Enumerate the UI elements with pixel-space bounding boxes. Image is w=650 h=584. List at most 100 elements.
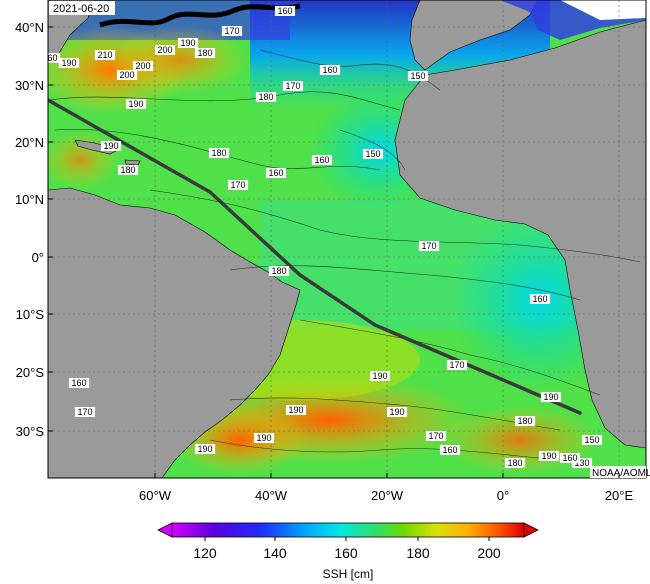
contour-label-bg — [538, 451, 560, 461]
contour-label-bg — [285, 405, 307, 415]
colorbar-tick-label: 160 — [334, 545, 358, 561]
contour-label-bg — [117, 165, 139, 175]
lat-tick-label: 10°N — [15, 192, 44, 207]
colorbar: 120 140 160 180 200 SSH [cm] — [157, 522, 539, 581]
contour-label-bg — [274, 6, 296, 16]
date-label: 2021-06-20 — [53, 3, 109, 15]
contour-label-bg — [132, 61, 154, 71]
contour-label-bg — [319, 65, 341, 75]
contour-label: 180 — [507, 458, 522, 468]
contour-label: 190 — [372, 371, 387, 381]
credit-label: NOAA/AOML — [592, 468, 650, 479]
lat-tick-label: 0° — [32, 250, 44, 265]
contour-label: 190 — [256, 433, 271, 443]
contour-label: 160 — [277, 6, 292, 16]
contour-label-bg — [268, 266, 290, 276]
lat-tick-label: 30°N — [15, 78, 44, 93]
contour-label-bg — [446, 360, 468, 370]
contour-label-bg — [221, 26, 243, 36]
contour-label: 170 — [224, 26, 239, 36]
contour-label: 170 — [421, 241, 436, 251]
colorbar-tick-label: 180 — [406, 545, 430, 561]
contour-label-bg — [439, 445, 461, 455]
contour-label: 190 — [288, 405, 303, 415]
contour-label: 190 — [61, 58, 76, 68]
contour-label: 170 — [77, 407, 92, 417]
contour-label-bg — [559, 453, 581, 463]
contour-label-bg — [425, 431, 447, 441]
contour-label: 190 — [389, 407, 404, 417]
contour-label-bg — [58, 58, 80, 68]
contour-label: 180 — [120, 165, 135, 175]
contour-label-bg — [540, 392, 562, 402]
lat-tick-label: 10°S — [16, 307, 45, 322]
contour-label: 190 — [197, 444, 212, 454]
lat-tick-label: 20°S — [16, 365, 45, 380]
gulf-stream-front — [99, 3, 301, 28]
contour-label-bg — [68, 378, 90, 388]
contour-label-bg — [571, 458, 593, 468]
latitude-axis: 40°N 30°N 20°N 10°N 0° 10°S 20°S 30°S — [15, 20, 53, 439]
contour-label-bg — [74, 407, 96, 417]
contour-label: 150 — [584, 435, 599, 445]
contour-label: 180 — [258, 92, 273, 102]
colorbar-label: SSH [cm] — [323, 567, 374, 581]
contour-label-bg — [48, 53, 61, 63]
contour-label-bg — [407, 71, 429, 81]
contour-label-bg — [362, 149, 384, 159]
contour-label-layer: 2102002001901901801701601601501901801701… — [42, 6, 603, 468]
colorbar-high-arrow — [523, 522, 539, 538]
lat-tick-label: 40°N — [15, 20, 44, 35]
contour-label: 170 — [230, 180, 245, 190]
map-frame — [47, 0, 647, 479]
colorbar-tick-label: 140 — [263, 545, 287, 561]
contour-label-bg — [282, 81, 304, 91]
lon-tick-label: 60°W — [139, 488, 172, 503]
lon-tick-label: 40°W — [255, 488, 288, 503]
contour-label-bg — [418, 241, 440, 251]
lat-tick-label: 20°N — [15, 135, 44, 150]
contour-label: 190 — [103, 141, 118, 151]
contour-label-bg — [94, 50, 116, 60]
contour-label: 160 — [71, 378, 86, 388]
contour-label: 160 — [442, 445, 457, 455]
contour-label: 180 — [197, 48, 212, 58]
contour-label-bg — [529, 294, 551, 304]
contour-label: 150 — [410, 71, 425, 81]
colorbar-low-arrow — [157, 522, 173, 538]
contour-label: 160 — [532, 294, 547, 304]
colorbar-tick-label: 120 — [193, 545, 217, 561]
contour-label: 160 — [562, 453, 577, 463]
lon-tick-label: 20°E — [605, 488, 634, 503]
contour-label: 160 — [314, 155, 329, 165]
contour-label-bg — [386, 407, 408, 417]
contour-label: 180 — [271, 266, 286, 276]
contour-label-bg — [253, 433, 275, 443]
contour-label: 170 — [285, 81, 300, 91]
contour-label: 160 — [42, 53, 57, 63]
contour-label: 180 — [211, 148, 226, 158]
contour-label-bg — [194, 48, 216, 58]
contour-label: 180 — [517, 416, 532, 426]
contour-label-bg — [581, 435, 603, 445]
longitude-axis: 60°W 40°W 20°W 0° 20°E — [139, 473, 633, 503]
lat-tick-label: 30°S — [16, 424, 45, 439]
lon-tick-label: 20°W — [371, 488, 404, 503]
contour-label: 190 — [128, 99, 143, 109]
lon-tick-label: 0° — [497, 488, 509, 503]
contour-label-bg — [504, 458, 526, 468]
contour-label-bg — [369, 371, 391, 381]
contour-label: 150 — [365, 149, 380, 159]
contour-label-bg — [194, 444, 216, 454]
contour-label-bg — [125, 99, 147, 109]
contour-label: 190 — [541, 451, 556, 461]
contour-label: 160 — [322, 65, 337, 75]
contour-label: 200 — [119, 70, 134, 80]
contour-label: 170 — [449, 360, 464, 370]
ship-track — [48, 98, 582, 415]
contour-label: 190 — [180, 38, 195, 48]
contour-label-bg — [255, 92, 277, 102]
colorbar-tick-label: 200 — [477, 545, 501, 561]
contour-label-bg — [311, 155, 333, 165]
